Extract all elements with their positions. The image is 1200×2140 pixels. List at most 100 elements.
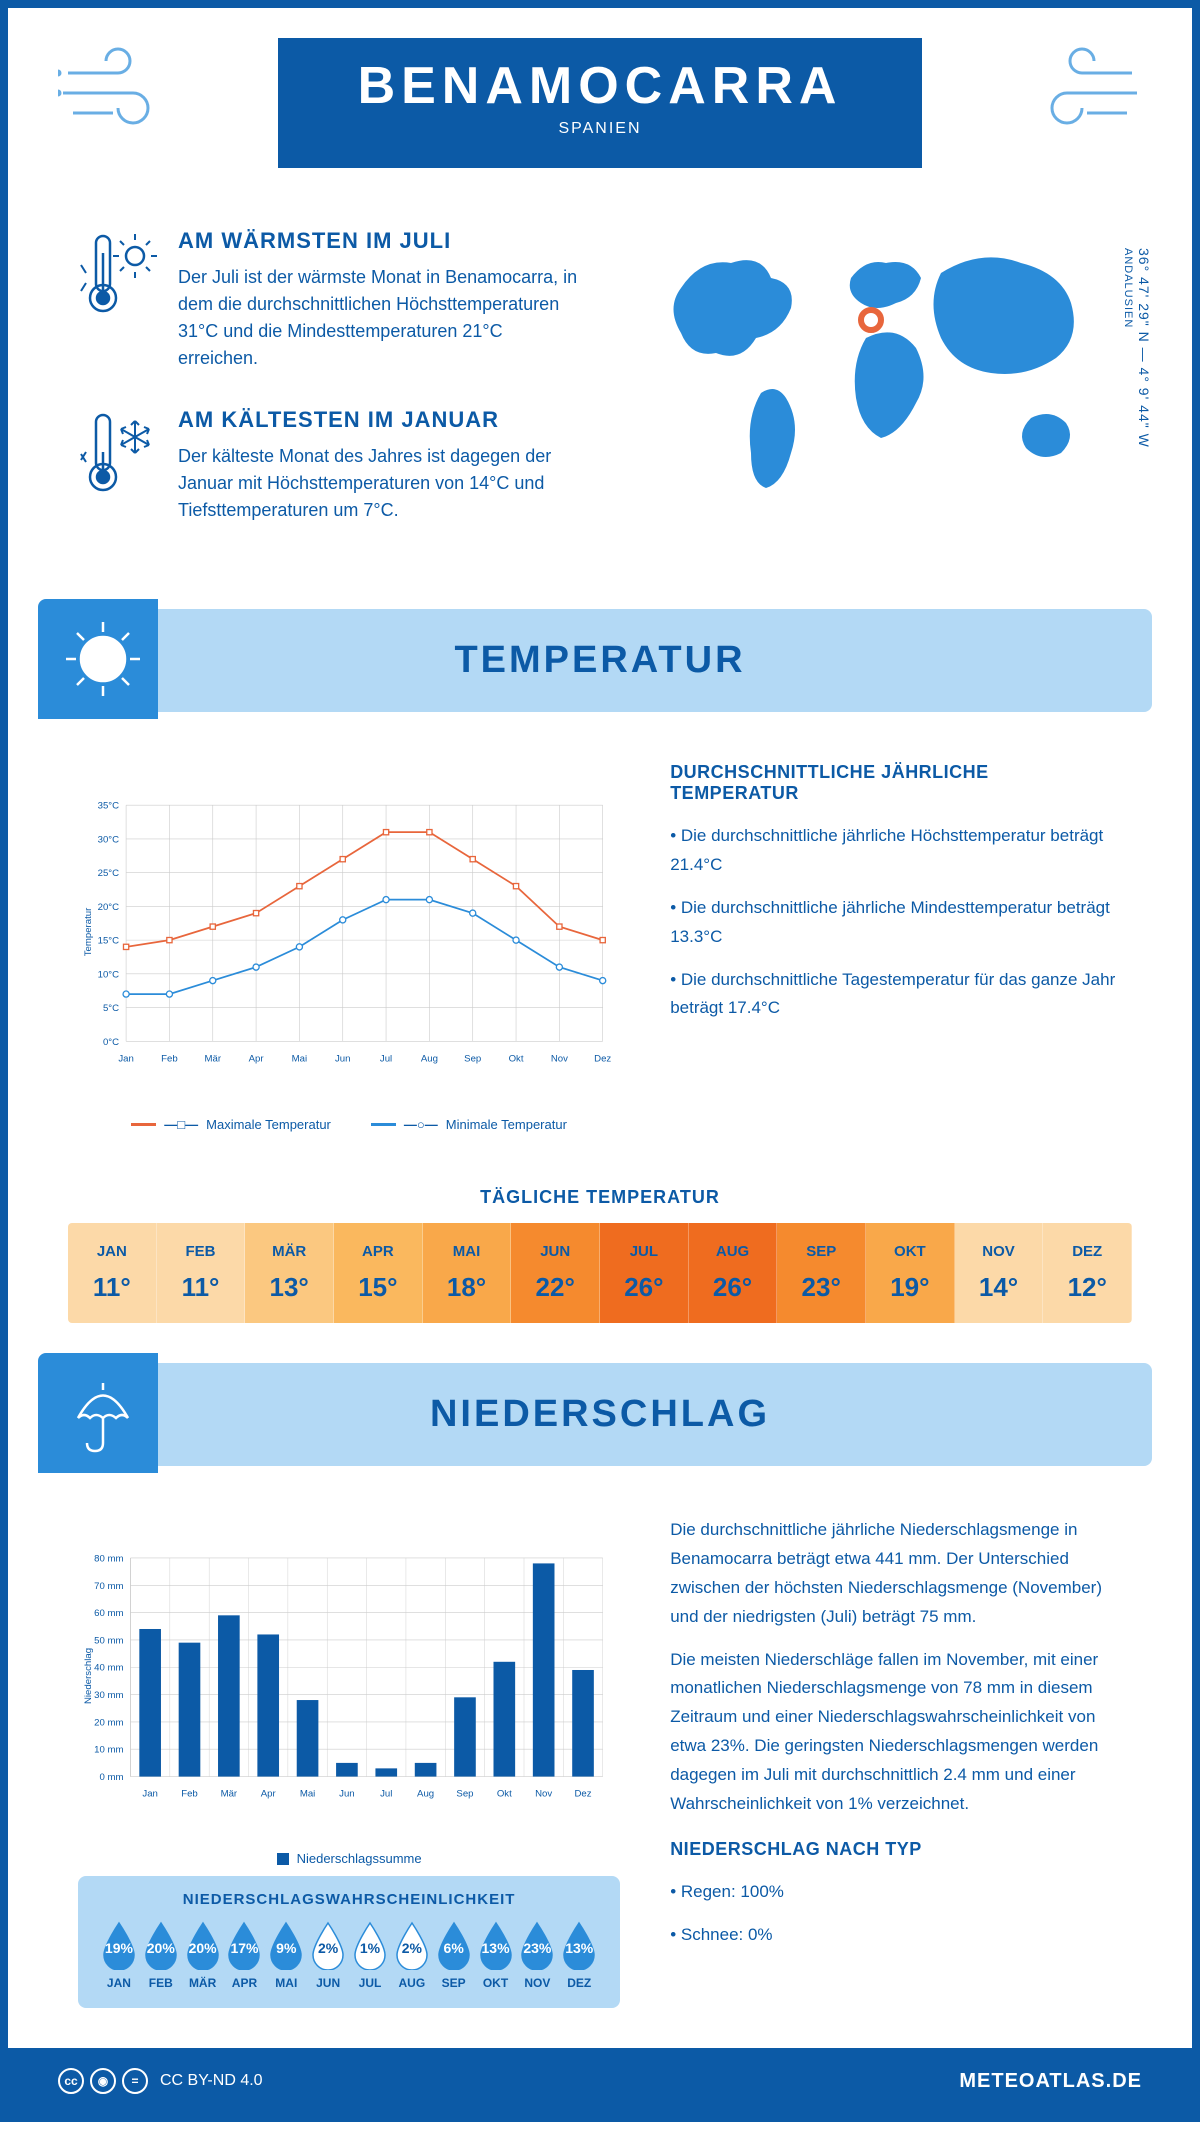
svg-text:Feb: Feb (181, 1789, 198, 1800)
prob-drop: 1% JUL (349, 1920, 391, 1990)
daily-temp-title: TÄGLICHE TEMPERATUR (8, 1187, 1192, 1208)
svg-text:Jun: Jun (339, 1789, 354, 1800)
site-name: METEOATLAS.DE (959, 2070, 1142, 2093)
fact-text: Der Juli ist der wärmste Monat in Benamo… (178, 264, 580, 372)
temp-cell: MÄR13° (245, 1223, 334, 1323)
thermometer-sun-icon (78, 228, 158, 318)
chart-legend: Niederschlagssumme (78, 1851, 620, 1866)
desc-para: Die meisten Niederschläge fallen im Nove… (670, 1646, 1122, 1819)
svg-text:Okt: Okt (497, 1789, 512, 1800)
desc-bullet: • Schnee: 0% (670, 1921, 1122, 1950)
thermometer-snow-icon (78, 407, 158, 497)
license-text: CC BY-ND 4.0 (160, 2072, 263, 2090)
svg-text:Sep: Sep (464, 1053, 481, 1064)
fact-title: AM KÄLTESTEN IM JANUAR (178, 407, 580, 433)
svg-text:0 mm: 0 mm (99, 1772, 123, 1783)
desc-bullet: • Die durchschnittliche Tagestemperatur … (670, 966, 1122, 1024)
svg-text:Mai: Mai (292, 1053, 307, 1064)
svg-text:70 mm: 70 mm (94, 1581, 123, 1592)
desc-bullet: • Die durchschnittliche jährliche Höchst… (670, 822, 1122, 880)
section-title: TEMPERATUR (78, 639, 1122, 682)
temp-cell: JUL26° (600, 1223, 689, 1323)
wind-icon (58, 43, 168, 149)
temp-cell: JAN11° (68, 1223, 157, 1323)
desc-para: Die durchschnittliche jährliche Niedersc… (670, 1516, 1122, 1632)
footer: cc◉= CC BY-ND 4.0 METEOATLAS.DE (8, 2048, 1192, 2114)
prob-drop: 20% FEB (140, 1920, 182, 1990)
svg-text:35°C: 35°C (98, 801, 120, 812)
world-map (620, 228, 1122, 508)
svg-text:Mär: Mär (204, 1053, 221, 1064)
prob-drop: 23% NOV (516, 1920, 558, 1990)
temp-cell: FEB11° (157, 1223, 246, 1323)
desc-bullet: • Regen: 100% (670, 1878, 1122, 1907)
svg-text:5°C: 5°C (103, 1003, 119, 1014)
svg-text:30°C: 30°C (98, 834, 120, 845)
svg-text:30 mm: 30 mm (94, 1690, 123, 1701)
prob-drop: 19% JAN (98, 1920, 140, 1990)
svg-text:Sep: Sep (456, 1789, 473, 1800)
temp-cell: DEZ12° (1043, 1223, 1132, 1323)
prob-drop: 6% SEP (433, 1920, 475, 1990)
temp-cell: MAI18° (423, 1223, 512, 1323)
wind-icon (1032, 43, 1142, 149)
prob-drop: 2% AUG (391, 1920, 433, 1990)
title-banner: BENAMOCARRA SPANIEN (278, 38, 923, 168)
svg-text:20°C: 20°C (98, 902, 120, 913)
svg-text:80 mm: 80 mm (94, 1553, 123, 1564)
svg-text:Dez: Dez (574, 1789, 591, 1800)
svg-text:Feb: Feb (161, 1053, 178, 1064)
svg-text:60 mm: 60 mm (94, 1608, 123, 1619)
fact-text: Der kälteste Monat des Jahres ist dagege… (178, 443, 580, 524)
svg-text:Jul: Jul (380, 1053, 392, 1064)
temp-cell: JUN22° (511, 1223, 600, 1323)
svg-text:Dez: Dez (594, 1053, 611, 1064)
svg-text:Okt: Okt (509, 1053, 524, 1064)
umbrella-icon (38, 1353, 158, 1473)
svg-text:Nov: Nov (535, 1789, 552, 1800)
svg-text:Apr: Apr (249, 1053, 265, 1064)
prob-drop: 9% MAI (265, 1920, 307, 1990)
section-header-precip: NIEDERSCHLAG (48, 1363, 1152, 1466)
svg-text:10 mm: 10 mm (94, 1745, 123, 1756)
temp-cell: OKT19° (866, 1223, 955, 1323)
svg-text:20 mm: 20 mm (94, 1717, 123, 1728)
svg-text:Mär: Mär (221, 1789, 238, 1800)
svg-text:Mai: Mai (300, 1789, 315, 1800)
svg-text:Apr: Apr (261, 1789, 277, 1800)
temp-cell: APR15° (334, 1223, 423, 1323)
temp-cell: NOV14° (955, 1223, 1044, 1323)
header: BENAMOCARRA SPANIEN (8, 8, 1192, 188)
desc-bullet: • Die durchschnittliche jährliche Mindes… (670, 894, 1122, 952)
svg-text:25°C: 25°C (98, 868, 120, 879)
svg-text:Jan: Jan (142, 1789, 158, 1800)
svg-text:Temperatur: Temperatur (83, 907, 94, 956)
temp-cell: SEP23° (777, 1223, 866, 1323)
sun-icon (38, 599, 158, 719)
svg-text:40 mm: 40 mm (94, 1663, 123, 1674)
fact-warmest: AM WÄRMSTEN IM JULI Der Juli ist der wär… (78, 228, 580, 372)
precipitation-probability-strip: NIEDERSCHLAGSWAHRSCHEINLICHKEIT 19% JAN … (78, 1876, 620, 2008)
svg-text:10°C: 10°C (98, 969, 120, 980)
desc-title: DURCHSCHNITTLICHE JÄHRLICHE TEMPERATUR (670, 762, 1122, 804)
svg-text:Jun: Jun (335, 1053, 351, 1064)
prob-drop: 13% DEZ (558, 1920, 600, 1990)
svg-text:Jan: Jan (118, 1053, 134, 1064)
chart-legend: —□— Maximale Temperatur —○— Minimale Tem… (78, 1117, 620, 1132)
section-title: NIEDERSCHLAG (78, 1393, 1122, 1436)
prob-drop: 20% MÄR (182, 1920, 224, 1990)
svg-text:Niederschlag: Niederschlag (83, 1648, 94, 1704)
daily-temperature-strip: JAN11°FEB11°MÄR13°APR15°MAI18°JUN22°JUL2… (68, 1223, 1132, 1323)
precipitation-bar-chart: 0 mm 10 mm 20 mm 30 mm 40 mm 50 mm 60 mm 70 mm 8… (78, 1516, 620, 1836)
svg-text:15°C: 15°C (98, 936, 120, 947)
section-header-temp: TEMPERATUR (48, 609, 1152, 712)
prob-drop: 2% JUN (307, 1920, 349, 1990)
temperature-line-chart: 0°C5°C10°C15°C20°C25°C30°C35°CJanFebMärA… (78, 762, 620, 1102)
svg-text:Jul: Jul (380, 1789, 392, 1800)
fact-title: AM WÄRMSTEN IM JULI (178, 228, 580, 254)
cc-icons: cc◉= (58, 2068, 148, 2094)
coordinates: 36° 47' 29" N — 4° 9' 44" W ANDALUSIEN (1120, 248, 1152, 448)
prob-drop: 13% OKT (475, 1920, 517, 1990)
svg-text:50 mm: 50 mm (94, 1635, 123, 1646)
prob-drop: 17% APR (224, 1920, 266, 1990)
